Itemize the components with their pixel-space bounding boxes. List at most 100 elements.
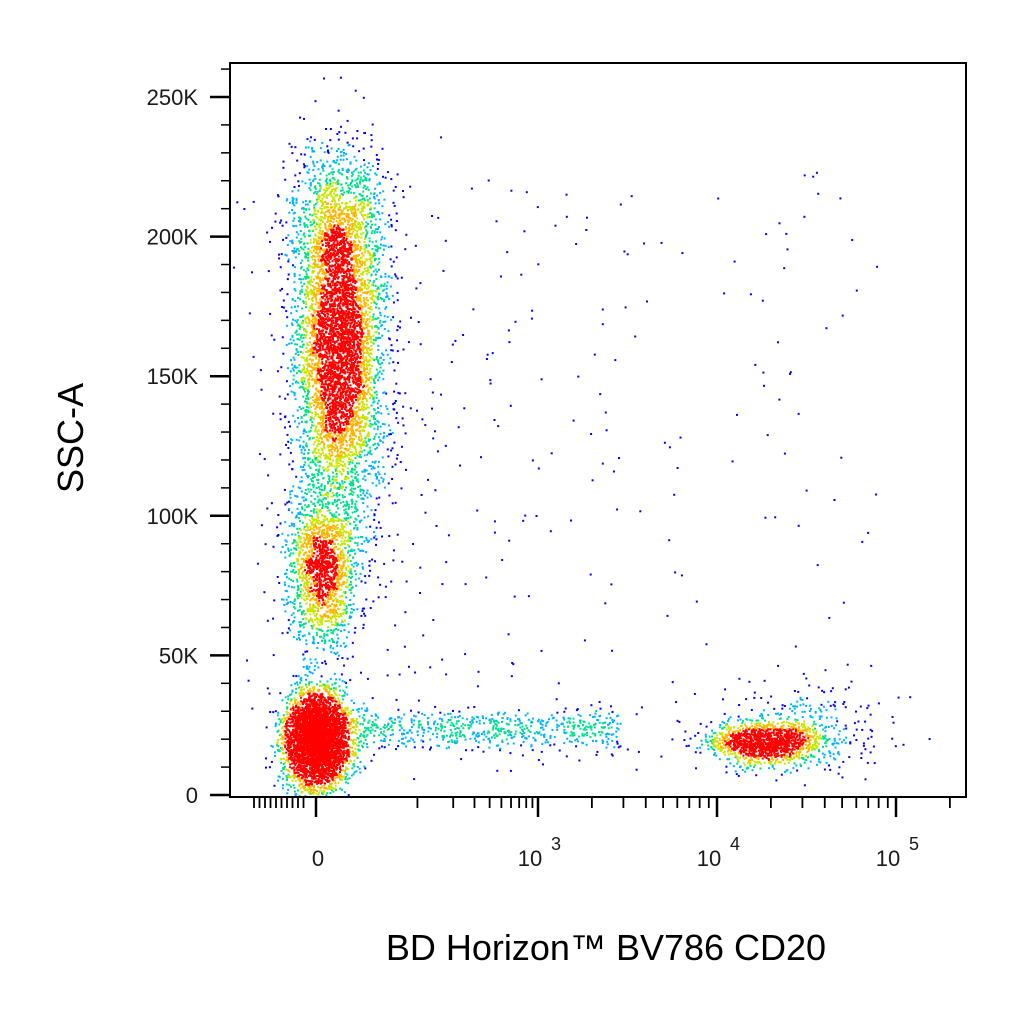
event-dot xyxy=(527,718,530,721)
event-dot xyxy=(385,292,388,295)
event-dot xyxy=(660,755,663,758)
event-dot xyxy=(385,725,388,728)
event-dot xyxy=(364,479,367,482)
event-dot xyxy=(322,494,325,497)
event-dot xyxy=(696,747,699,749)
event-dot xyxy=(386,171,389,174)
event-dot xyxy=(380,285,383,288)
event-dot xyxy=(295,380,298,383)
event-dot xyxy=(367,266,370,269)
event-dot xyxy=(291,152,294,155)
event-dot xyxy=(362,147,365,150)
event-dot xyxy=(574,739,577,742)
event-dot xyxy=(348,604,350,606)
event-dot xyxy=(344,707,347,710)
event-dot xyxy=(333,465,336,468)
event-dot xyxy=(526,727,529,730)
event-dot xyxy=(352,228,355,230)
event-dot xyxy=(608,712,610,715)
event-dot xyxy=(276,744,278,747)
event-dot xyxy=(336,470,338,473)
event-dot xyxy=(446,721,449,724)
event-dot xyxy=(332,689,335,692)
event-dot xyxy=(326,182,329,185)
event-dot xyxy=(252,200,255,203)
event-dot xyxy=(302,446,305,449)
event-dot xyxy=(357,258,360,261)
event-dot xyxy=(500,730,502,733)
event-dot xyxy=(303,235,306,238)
event-dot xyxy=(311,461,314,464)
event-dot xyxy=(367,251,370,254)
event-dot xyxy=(338,498,341,501)
event-dot xyxy=(299,787,302,790)
event-dot xyxy=(356,528,359,531)
event-dot xyxy=(371,256,374,259)
event-dot xyxy=(362,417,365,419)
event-dot xyxy=(358,443,360,446)
event-dot xyxy=(605,735,608,738)
event-dot xyxy=(361,607,364,610)
event-dot xyxy=(328,178,331,181)
event-dot xyxy=(364,460,367,462)
event-dot xyxy=(284,397,287,400)
event-dot xyxy=(247,679,250,682)
event-dot xyxy=(297,296,299,299)
event-dot xyxy=(339,194,341,197)
event-dot xyxy=(307,146,310,149)
event-dot xyxy=(303,449,306,452)
event-dot xyxy=(330,621,333,623)
event-dot xyxy=(734,770,737,773)
event-dot xyxy=(356,508,359,511)
event-dot xyxy=(278,253,280,256)
event-dot xyxy=(311,230,314,233)
event-dot xyxy=(704,735,707,738)
event-dot xyxy=(368,254,371,257)
event-dot xyxy=(280,551,283,554)
event-dot xyxy=(557,682,560,685)
event-dot xyxy=(308,234,311,237)
event-dot xyxy=(331,195,334,198)
event-dot xyxy=(284,539,287,542)
event-dot xyxy=(323,489,326,492)
event-dot xyxy=(368,446,371,449)
event-dot xyxy=(318,194,321,197)
event-dot xyxy=(521,754,524,757)
event-dot xyxy=(419,282,422,285)
event-dot xyxy=(379,356,382,359)
event-dot xyxy=(472,308,475,311)
event-dot xyxy=(421,418,424,421)
event-dot xyxy=(498,733,501,736)
event-dot xyxy=(285,443,287,446)
event-dot xyxy=(816,745,819,748)
event-dot xyxy=(643,242,645,245)
event-dot xyxy=(345,644,348,647)
event-dot xyxy=(288,783,291,786)
event-dot xyxy=(447,741,450,744)
event-dot xyxy=(304,599,307,602)
event-dot xyxy=(805,759,808,762)
event-dot xyxy=(593,353,596,356)
event-dot xyxy=(303,225,306,228)
event-dot xyxy=(357,486,360,488)
event-dot xyxy=(842,728,845,731)
event-dot xyxy=(309,466,312,469)
event-dot xyxy=(386,648,389,651)
event-dot xyxy=(530,721,533,724)
event-dot xyxy=(305,444,308,447)
event-dot xyxy=(336,499,339,501)
event-dot xyxy=(448,746,450,749)
event-dot xyxy=(587,726,590,729)
event-dot xyxy=(811,724,814,727)
event-dot xyxy=(350,484,352,487)
event-dot xyxy=(322,452,325,455)
event-dot xyxy=(434,430,436,433)
event-dot xyxy=(351,511,354,514)
event-dot xyxy=(469,737,472,740)
event-dot xyxy=(319,147,322,150)
event-dot xyxy=(359,488,362,491)
event-dot xyxy=(272,617,275,620)
event-dot xyxy=(360,447,363,450)
event-dot xyxy=(317,469,320,472)
event-dot xyxy=(351,461,354,464)
